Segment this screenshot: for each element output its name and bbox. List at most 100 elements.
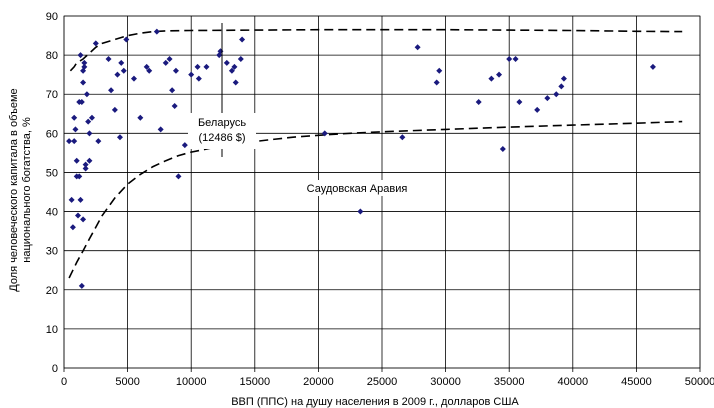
- x-tick-label: 0: [61, 376, 67, 388]
- data-point: [414, 44, 421, 51]
- data-point: [76, 173, 83, 180]
- data-point: [86, 157, 93, 164]
- x-axis-title: ВВП (ППС) на душу населения в 2009 г., д…: [231, 396, 519, 408]
- data-point: [86, 130, 93, 137]
- data-point: [166, 56, 173, 63]
- data-point: [130, 75, 137, 82]
- data-point: [68, 196, 75, 203]
- data-point: [69, 224, 76, 231]
- data-point: [71, 138, 78, 145]
- data-point: [118, 59, 125, 66]
- data-point: [95, 138, 102, 145]
- grid-lines: [63, 15, 701, 372]
- data-point: [77, 52, 84, 59]
- y-tick-label: 50: [46, 167, 58, 179]
- data-point: [83, 91, 90, 98]
- y-tick-labels: 0 10 20 30 40 50 60 70 80 90: [46, 11, 58, 375]
- data-point: [78, 282, 85, 289]
- data-point: [553, 91, 560, 98]
- data-point: [512, 56, 519, 63]
- belarus-label-line1: Беларусь: [198, 117, 246, 129]
- data-point: [203, 63, 210, 70]
- x-tick-labels: 0 5000 10000 15000 20000 25000 30000 35000 40000…: [61, 376, 714, 388]
- y-tick-label: 40: [46, 207, 58, 219]
- y-tick-label: 90: [46, 11, 58, 23]
- data-point: [71, 114, 78, 121]
- data-point: [399, 134, 406, 141]
- data-point: [499, 145, 506, 152]
- data-point: [544, 95, 551, 102]
- x-tick-label: 25000: [367, 376, 398, 388]
- data-point: [92, 40, 99, 47]
- data-point: [228, 67, 235, 74]
- saudi-label: Саудовская Аравия: [307, 183, 408, 195]
- y-tick-label: 20: [46, 285, 58, 297]
- data-point: [181, 142, 188, 149]
- x-tick-label: 40000: [558, 376, 589, 388]
- y-tick-label: 0: [52, 363, 58, 375]
- data-point: [146, 67, 153, 74]
- data-point: [649, 63, 656, 70]
- data-point: [85, 118, 92, 125]
- data-point: [237, 56, 244, 63]
- x-tick-label: 5000: [115, 376, 139, 388]
- data-point: [436, 67, 443, 74]
- data-point: [88, 114, 95, 121]
- x-tick-label: 20000: [303, 376, 334, 388]
- x-tick-label: 30000: [430, 376, 461, 388]
- data-point: [80, 79, 87, 86]
- data-point: [81, 59, 88, 66]
- data-point: [188, 71, 195, 78]
- data-point: [496, 71, 503, 78]
- lower-trend-curve: [68, 120, 683, 279]
- belarus-annotation: Беларусь (12486 $): [188, 23, 256, 157]
- data-point: [78, 99, 85, 106]
- x-tick-label: 15000: [240, 376, 271, 388]
- data-point: [108, 87, 115, 94]
- data-point: [77, 196, 84, 203]
- data-point: [195, 75, 202, 82]
- data-point: [231, 63, 238, 70]
- data-point: [488, 75, 495, 82]
- data-point: [506, 56, 513, 63]
- data-point: [120, 67, 127, 74]
- data-point: [114, 71, 121, 78]
- x-tick-label: 50000: [685, 376, 714, 388]
- trend-curves: [68, 28, 683, 279]
- data-point: [116, 134, 123, 141]
- upper-trend-curve: [69, 28, 683, 72]
- data-point: [82, 165, 89, 172]
- data-point: [175, 173, 182, 180]
- data-point: [80, 216, 87, 223]
- belarus-label-box: [188, 113, 256, 149]
- data-point: [111, 106, 118, 113]
- x-tick-label: 10000: [176, 376, 207, 388]
- data-point: [81, 63, 88, 70]
- data-point: [194, 63, 201, 70]
- data-point: [157, 126, 164, 133]
- data-point: [321, 130, 328, 137]
- saudi-label-box: [300, 180, 414, 196]
- data-point: [433, 79, 440, 86]
- y-tick-label: 10: [46, 324, 58, 336]
- data-point: [239, 36, 246, 43]
- y-tick-label: 30: [46, 246, 58, 258]
- data-point: [558, 83, 565, 90]
- data-point: [169, 87, 176, 94]
- y-axis-title-line2: национального богатства, %: [21, 117, 33, 263]
- data-point: [162, 59, 169, 66]
- data-point: [171, 102, 178, 109]
- data-point: [534, 106, 541, 113]
- y-tick-label: 70: [46, 89, 58, 101]
- data-point: [172, 67, 179, 74]
- y-tick-label: 80: [46, 50, 58, 62]
- data-point: [475, 99, 482, 106]
- data-point: [137, 114, 144, 121]
- data-point: [223, 59, 230, 66]
- data-point: [143, 63, 150, 70]
- data-point: [357, 208, 364, 215]
- data-point: [66, 138, 73, 145]
- data-point: [153, 28, 160, 35]
- x-tick-label: 35000: [494, 376, 525, 388]
- data-point: [516, 99, 523, 106]
